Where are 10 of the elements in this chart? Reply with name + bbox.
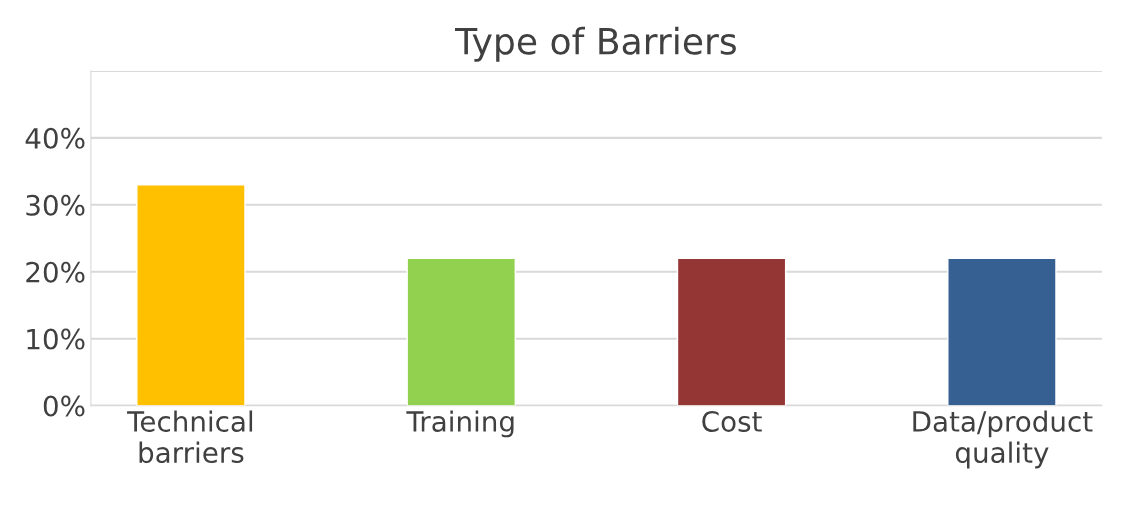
x-tick-label: Training (406, 410, 514, 438)
y-tick-label: 40% (25, 127, 85, 149)
x-tick-label: Technical barriers (127, 410, 253, 464)
y-tick-label: 30% (26, 194, 85, 216)
x-tick-label: Data/product quality (913, 410, 1093, 469)
y-tick-label: 20% (26, 261, 85, 283)
y-tick-label: 10% (27, 328, 85, 350)
chart-title: Type of Barriers (455, 26, 736, 62)
y-tick-label: 0% (43, 395, 85, 417)
x-tick-label: Cost (702, 410, 762, 432)
